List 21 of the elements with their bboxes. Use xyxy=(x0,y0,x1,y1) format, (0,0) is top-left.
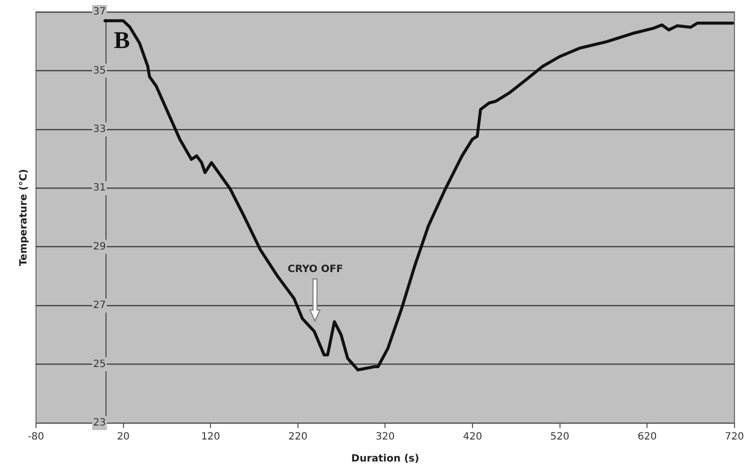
y-tick-label: 37 xyxy=(93,6,106,18)
y-tick-label: 29 xyxy=(93,241,106,252)
x-tick-label: 120 xyxy=(201,432,220,443)
x-tick-label: 320 xyxy=(376,432,395,443)
x-tick-label: 420 xyxy=(462,432,482,443)
y-tick-label: 25 xyxy=(93,358,106,370)
x-tick-label: 620 xyxy=(638,432,657,443)
x-tick-label: 520 xyxy=(550,432,570,443)
y-tick-label: 23 xyxy=(93,418,106,429)
x-tick-label: 220 xyxy=(288,432,308,443)
y-tick-label: 27 xyxy=(93,300,106,312)
annotation: CRYO OFF xyxy=(288,264,344,275)
y-tick-label: 31 xyxy=(93,182,106,194)
y-tick-label: 33 xyxy=(93,124,106,136)
y-axis-title: Temperature (°C) xyxy=(18,169,30,266)
annotation: B xyxy=(114,28,130,54)
x-tick-label: -80 xyxy=(28,432,44,443)
x-tick-label: 720 xyxy=(724,432,744,443)
x-tick-label: 20 xyxy=(116,432,130,443)
x-axis-title: Duration (s) xyxy=(351,454,420,465)
y-tick-label: 35 xyxy=(93,65,106,76)
